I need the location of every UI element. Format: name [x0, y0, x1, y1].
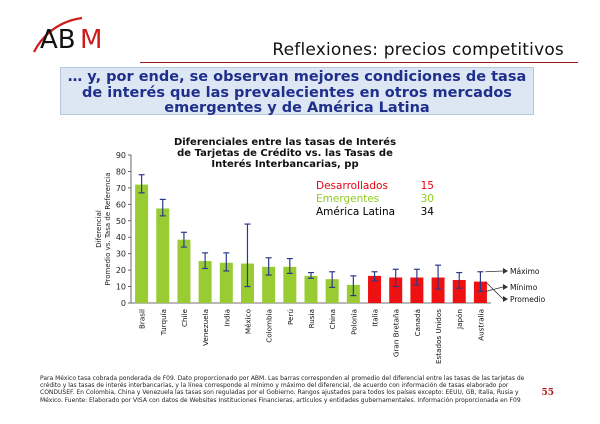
abm-logo: AB M — [33, 16, 102, 55]
annotation-arrow-line — [485, 281, 504, 300]
bar-turquía — [156, 208, 170, 303]
x-tick-label: México — [243, 309, 252, 334]
bar-estados-unidos — [431, 277, 445, 303]
chart-title: Diferenciales entre las tasas de Interés… — [173, 137, 397, 170]
x-tick-label: China — [328, 309, 337, 330]
x-tick-label: Venezuela — [201, 309, 210, 346]
footnote: Para México tasa cobrada ponderada de F0… — [40, 375, 525, 404]
legend-label-emergentes: Emergentes — [316, 193, 380, 205]
legend-value-america-latina: 34 — [420, 206, 434, 218]
x-tick-label: Japón — [455, 309, 464, 330]
headline-box: … y, por ende, se observan mejores condi… — [60, 67, 534, 116]
y-axis-label: DiferencialPromedio vs. Tasa de Referenc… — [95, 172, 112, 285]
bar-gran-bretaña — [389, 277, 403, 303]
x-tick-label: Gran Bretaña — [392, 309, 401, 357]
x-tick-label: Rusia — [307, 309, 316, 328]
bar-india — [219, 262, 233, 303]
bar-italia — [368, 275, 382, 303]
annotation-arrow-head — [503, 284, 508, 290]
bar-venezuela — [198, 261, 212, 303]
annotation-arrow-line — [485, 286, 504, 292]
x-tick-label: Estados Unidos — [434, 309, 443, 364]
bar-brasil — [135, 184, 149, 303]
title-divider — [140, 62, 578, 63]
bar-japón — [452, 279, 466, 303]
x-tick-label: Canadá — [413, 309, 422, 336]
legend-value-desarrollados: 15 — [420, 180, 434, 192]
bar-colombia — [262, 266, 276, 303]
y-tick-label: 50 — [116, 217, 126, 226]
bar-chile — [177, 239, 191, 303]
x-tick-label: India — [222, 309, 231, 327]
x-tick-label: Polonia — [349, 309, 358, 335]
legend-row-america-latina: América Latina 34 — [316, 206, 434, 219]
annotation-label: Promedio — [510, 295, 546, 304]
y-tick-label: 90 — [116, 151, 126, 160]
annotation-arrow-line — [485, 270, 504, 273]
y-tick-label: 70 — [116, 184, 126, 193]
x-tick-label: Turquía — [159, 309, 168, 336]
legend-row-desarrollados: Desarrollados 15 — [316, 180, 434, 193]
bar-rusia — [304, 275, 318, 303]
legend: Desarrollados 15 Emergentes 30 América L… — [316, 180, 434, 219]
y-tick-label: 0 — [121, 299, 126, 308]
bar-china — [325, 279, 339, 303]
legend-value-emergentes: 30 — [420, 193, 434, 205]
x-tick-label: Chile — [180, 308, 189, 327]
y-tick-label: 30 — [116, 250, 126, 259]
y-tick-label: 80 — [116, 167, 126, 176]
logo-swoosh — [33, 16, 83, 53]
y-tick-label: 20 — [116, 266, 126, 275]
x-tick-label: Australia — [476, 309, 485, 341]
x-tick-label: Perú — [286, 309, 295, 325]
logo-letter-m: M — [80, 25, 102, 55]
annotation-arrow-head — [503, 296, 508, 302]
annotation-label: Mínimo — [510, 283, 538, 292]
slide-title: Reflexiones: precios competitivos — [272, 40, 564, 60]
bar-canadá — [410, 277, 424, 303]
y-tick-label: 10 — [116, 283, 126, 292]
y-tick-label: 60 — [116, 200, 126, 209]
bar-australia — [473, 281, 487, 303]
x-tick-label: Colombia — [265, 309, 274, 343]
annotation-arrow-head — [503, 268, 508, 274]
x-tick-label: Italia — [371, 309, 380, 327]
logo-letters-ab: AB — [40, 25, 76, 55]
annotation-label: Máximo — [510, 267, 540, 276]
legend-label-desarrollados: Desarrollados — [316, 180, 388, 192]
legend-label-america-latina: América Latina — [316, 206, 396, 218]
page-number: 55 — [541, 388, 554, 398]
bar-perú — [283, 266, 297, 303]
y-tick-label: 40 — [116, 233, 126, 242]
legend-row-emergentes: Emergentes 30 — [316, 193, 434, 206]
x-tick-label: Brasil — [138, 309, 147, 329]
